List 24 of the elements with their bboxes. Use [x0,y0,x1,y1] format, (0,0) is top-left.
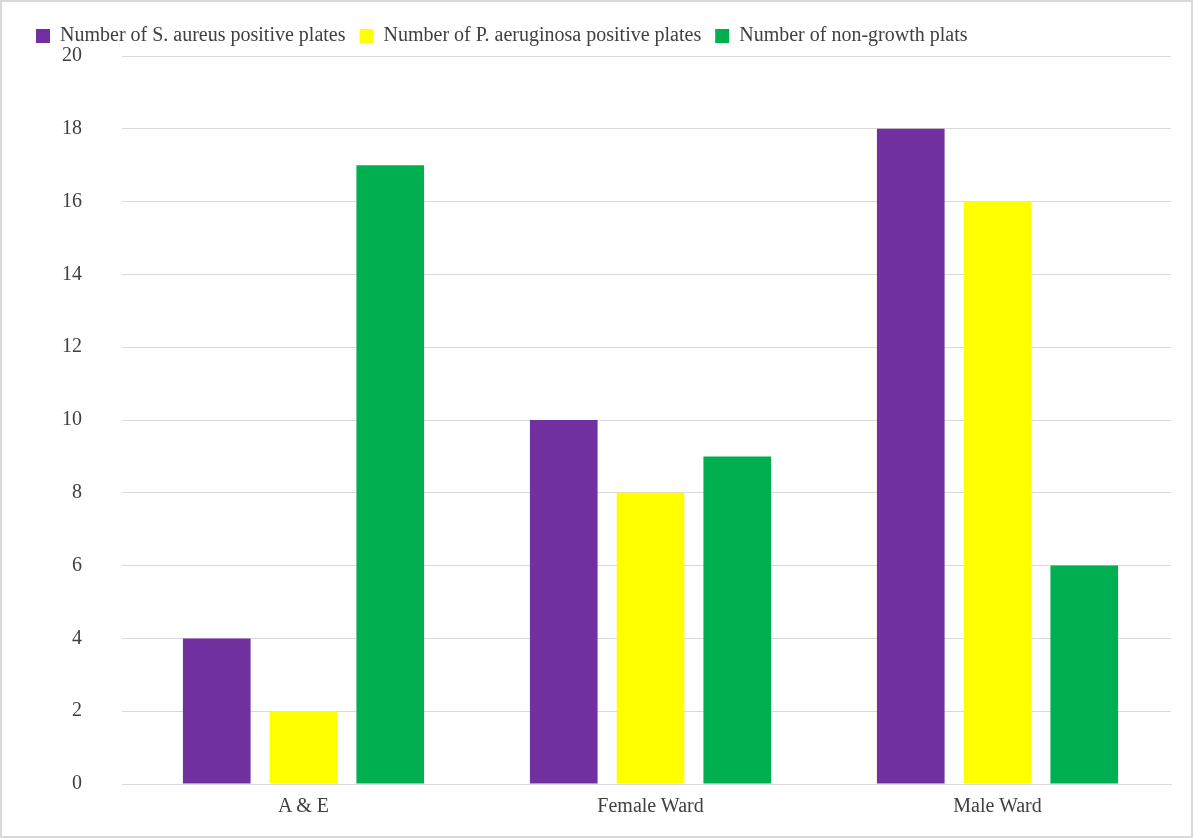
bar [1050,565,1119,784]
y-tick-label: 10 [62,407,82,430]
bar [356,165,425,784]
x-tick-label: Male Ward [953,794,1042,817]
y-tick-label: 8 [72,480,82,503]
bar [269,711,338,784]
y-tick-label: 18 [62,116,82,139]
y-tick-label: 6 [72,552,82,575]
x-tick-label: A & E [277,794,330,817]
y-tick-label: 14 [62,261,82,284]
bar [182,638,251,784]
legend-label: Number of P. aeruginosa positive plates [383,23,702,47]
y-tick-label: 0 [72,771,82,794]
y-tick-label: 2 [72,698,82,721]
y-tick-label: 4 [72,625,82,648]
legend-label: Number of non-growth plats [739,23,968,47]
bar [876,128,945,784]
bar [703,456,772,784]
bar [616,492,685,784]
y-tick-label: 12 [62,334,82,357]
bar [963,201,1032,784]
x-tick-label: Female Ward [597,794,704,817]
bar [529,420,598,784]
y-tick-label: 16 [62,188,82,211]
